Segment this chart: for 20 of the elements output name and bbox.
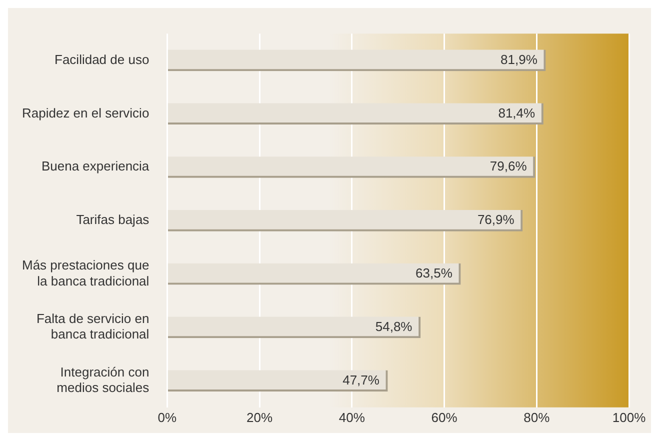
data-label: 63,5% [416,265,453,280]
y-tick-label: Integración con medios sociales [56,364,150,396]
y-tick-label: Buena experiencia [41,158,150,174]
data-label: 47,7% [342,372,380,388]
x-tick-label: 0% [158,410,178,425]
x-tick-label: 40% [338,410,366,425]
y-tick-label: Tarifas bajas [76,212,150,228]
data-label: 76,9% [477,212,515,228]
y-tick-label: Rapidez en el servicio [22,105,150,120]
x-tick-label: 80% [524,410,550,425]
data-label: 79,6% [490,158,528,174]
x-tick-label: 20% [246,410,273,425]
x-tick-label: 60% [431,410,458,425]
x-tick-label: 100% [612,410,646,425]
data-label: 81,4% [498,105,536,120]
data-label: 81,9% [500,52,538,67]
data-label: 54,8% [375,318,413,334]
y-tick-label: Facilidad de uso [54,52,150,67]
y-tick-label: Falta de servicio en banca tradicional [36,311,150,342]
y-tick-label: Más prestaciones que la banca tradicional [22,258,150,288]
